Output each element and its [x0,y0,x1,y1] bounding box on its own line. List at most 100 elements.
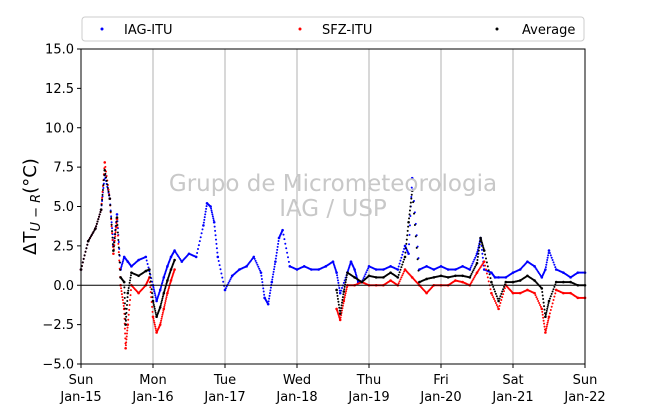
interp-point [488,273,491,276]
data-point [468,268,472,271]
interp-point [404,247,407,250]
interp-point [475,254,478,257]
interp-point [543,308,546,311]
data-point [126,291,130,295]
interp-point [473,258,476,261]
interp-point [554,292,557,295]
interp-point [197,248,199,251]
interp-point [500,299,503,302]
interp-point [255,261,258,264]
interp-point [161,311,164,314]
interp-point [546,259,549,262]
legend-marker-2 [495,27,499,31]
interp-point [478,246,481,249]
interp-point [127,289,130,292]
interp-point [89,237,91,239]
x-tick-label-date-1: Jan-16 [131,390,173,405]
interp-point [475,263,478,266]
interp-point [545,261,548,264]
legend-label-1: SFZ-ITU [322,23,372,38]
data-point [547,299,551,303]
y-tick-label-7: 12.5 [45,82,74,97]
interp-point [338,306,341,309]
interp-point [129,294,132,297]
interp-point [547,254,550,257]
interp-point [214,229,217,232]
interp-point [480,238,483,241]
data-point [259,271,263,274]
interp-point [403,247,406,250]
interp-point [99,211,102,214]
interp-point [154,327,157,330]
interp-point [214,234,217,237]
interp-point [415,246,418,249]
interp-point [154,325,157,328]
data-point [148,268,151,271]
interp-point [492,285,495,288]
x-tick-label-date-2: Jan-17 [203,390,245,405]
interp-point [276,248,279,251]
interp-point [128,281,131,284]
interp-point [147,266,150,269]
interp-point [492,296,495,299]
interp-point [410,197,413,200]
interp-point [476,259,479,262]
interp-point [469,282,472,285]
interp-point [129,276,132,279]
interp-point [413,224,416,227]
interp-point [121,299,124,302]
interp-point [196,251,199,254]
data-point [407,220,410,224]
interp-point [123,327,126,330]
interp-point [116,234,119,237]
interp-point [343,285,346,288]
data-point [151,315,155,319]
interp-point [120,293,123,296]
interp-point [152,319,155,322]
interp-point [112,245,115,248]
interp-point [549,309,552,312]
y-tick-label-2: 0.0 [53,279,74,294]
interp-point [286,251,289,254]
interp-point [159,304,162,307]
interp-point [498,297,501,300]
interp-point [341,296,344,299]
interp-point [98,213,101,216]
interp-point [161,279,164,282]
interp-point [401,263,404,266]
interp-point [160,319,163,322]
interp-point [125,315,128,318]
data-point [162,307,166,311]
interp-point [201,228,204,231]
interp-point [277,242,280,245]
interp-point [166,290,169,293]
interp-point [161,299,163,302]
interp-point [145,259,148,262]
interp-point [165,294,168,297]
interp-point [260,277,263,280]
interp-point [210,211,213,214]
interp-point [253,257,256,260]
interp-point [500,292,503,295]
data-point [115,213,119,216]
interp-point [198,240,201,243]
interp-point [103,167,106,170]
data-point [94,227,97,230]
interp-point [478,243,481,246]
interp-point [211,213,214,216]
interp-point [154,311,157,314]
interp-point [107,188,110,191]
interp-point [477,244,480,247]
interp-point [111,232,114,235]
interp-point [482,246,485,249]
interp-point [262,287,265,290]
interp-point [213,225,216,228]
interp-point [116,231,119,234]
y-axis-label-unit: (°C) [20,158,41,194]
interp-point [410,186,413,189]
interp-point [548,312,551,315]
interp-point [111,227,114,230]
interp-point [549,295,552,298]
interp-point [85,247,88,250]
